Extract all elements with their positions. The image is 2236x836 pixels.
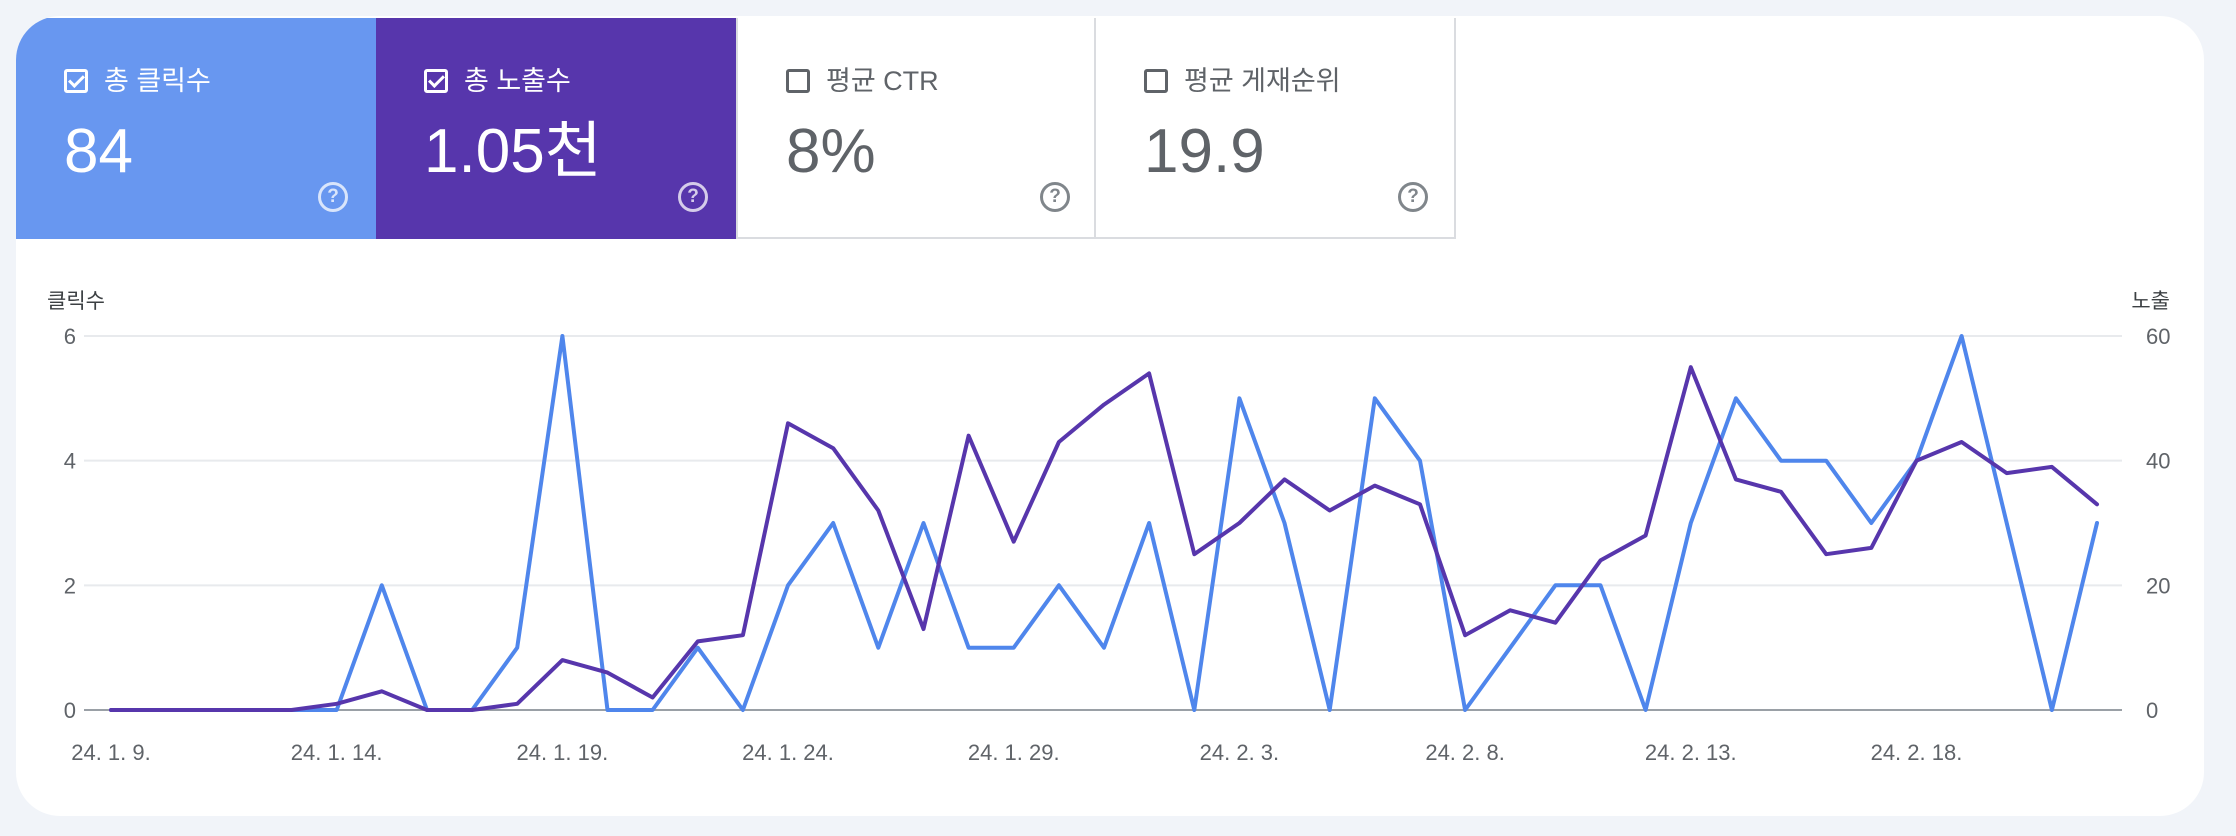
left-axis-title: 클릭수 bbox=[47, 290, 105, 313]
metric-total-clicks[interactable]: 총 클릭수 84 ? bbox=[16, 18, 376, 239]
help-icon[interactable]: ? bbox=[678, 182, 708, 212]
x-tick-label: 24. 1. 29. bbox=[968, 740, 1060, 765]
metric-total-impressions[interactable]: 총 노출수 1.05천 ? bbox=[376, 18, 736, 239]
x-tick-label: 24. 1. 9. bbox=[71, 740, 151, 765]
clicks-line bbox=[109, 334, 2099, 712]
unchecked-checkbox-icon[interactable] bbox=[1144, 69, 1168, 93]
right-axis-title: 노출 bbox=[2131, 290, 2170, 313]
x-tick-label: 24. 2. 13. bbox=[1645, 740, 1737, 765]
metric-label: 평균 CTR bbox=[826, 66, 939, 96]
x-tick-label: 24. 2. 8. bbox=[1425, 740, 1505, 765]
help-icon[interactable]: ? bbox=[1398, 182, 1428, 212]
left-tick-label: 6 bbox=[64, 324, 76, 349]
right-tick-label: 60 bbox=[2146, 324, 2170, 349]
left-tick-label: 4 bbox=[64, 449, 76, 474]
metric-label: 총 노출수 bbox=[464, 66, 571, 96]
x-axis-ticks: 24. 1. 9. 24. 1. 14. 24. 1. 19. 24. 1. 24. 2… bbox=[71, 740, 1962, 765]
right-tick-label: 0 bbox=[2146, 698, 2158, 723]
gridlines bbox=[84, 335, 2122, 711]
left-tick-label: 2 bbox=[64, 573, 76, 598]
right-axis-ticks: 0 20 40 60 bbox=[2146, 324, 2170, 723]
x-tick-label: 24. 1. 19. bbox=[516, 740, 608, 765]
right-tick-label: 40 bbox=[2146, 449, 2170, 474]
checked-checkbox-icon[interactable] bbox=[64, 69, 88, 93]
performance-card: 총 클릭수 84 ? 총 노출수 1.05천 ? 평균 CTR 8% ? 평균 … bbox=[16, 16, 2204, 816]
right-tick-label: 20 bbox=[2146, 573, 2170, 598]
left-axis-ticks: 0 2 4 6 bbox=[64, 324, 76, 723]
impressions-line bbox=[109, 365, 2099, 712]
metric-average-ctr[interactable]: 평균 CTR 8% ? bbox=[736, 18, 1096, 239]
x-tick-label: 24. 1. 14. bbox=[291, 740, 383, 765]
metric-value: 8% bbox=[786, 117, 876, 186]
help-icon[interactable]: ? bbox=[1040, 182, 1070, 212]
x-tick-label: 24. 2. 3. bbox=[1200, 740, 1280, 765]
metric-average-position[interactable]: 평균 게재순위 19.9 ? bbox=[1096, 18, 1456, 239]
checked-checkbox-icon[interactable] bbox=[424, 69, 448, 93]
x-tick-label: 24. 1. 24. bbox=[742, 740, 834, 765]
metric-value: 1.05천 bbox=[424, 117, 602, 186]
x-tick-label: 24. 2. 18. bbox=[1871, 740, 1963, 765]
metric-tabs: 총 클릭수 84 ? 총 노출수 1.05천 ? 평균 CTR 8% ? 평균 … bbox=[16, 18, 1456, 239]
metric-value: 84 bbox=[64, 117, 133, 186]
series-lines bbox=[109, 334, 2099, 712]
metric-label: 평균 게재순위 bbox=[1184, 66, 1341, 96]
help-icon[interactable]: ? bbox=[318, 182, 348, 212]
left-tick-label: 0 bbox=[64, 698, 76, 723]
metric-label: 총 클릭수 bbox=[104, 66, 211, 96]
metric-value: 19.9 bbox=[1144, 117, 1265, 186]
unchecked-checkbox-icon[interactable] bbox=[786, 69, 810, 93]
